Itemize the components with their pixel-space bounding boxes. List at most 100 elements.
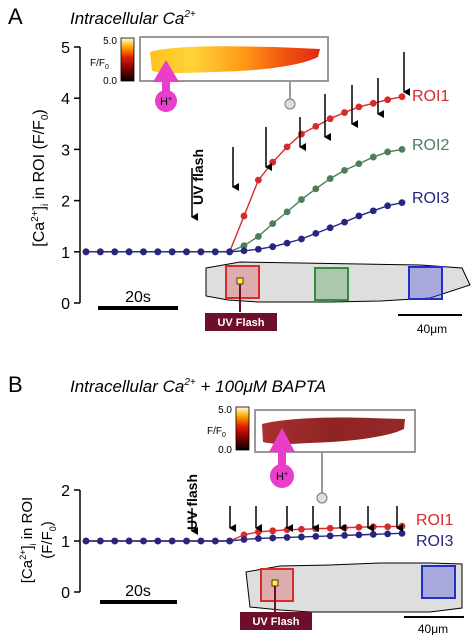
panel-a-proton-label: H+ bbox=[160, 96, 172, 108]
panel-b-plot: ROI1 ROI3 bbox=[82, 506, 453, 550]
data-point-roi3 bbox=[369, 207, 377, 215]
panel-b-y-axis-label-line1: [Ca2+]i in ROI bbox=[18, 497, 38, 583]
panel-a-inset: 5.0 0.0 F/F0 H+ bbox=[90, 36, 329, 112]
panel-a-title: Intracellular Ca2+ bbox=[70, 9, 196, 28]
panel-b-proton-label: H+ bbox=[276, 471, 288, 483]
panel-b-colorbar-label: F/F0 bbox=[207, 426, 226, 439]
data-point-roi1 bbox=[240, 212, 248, 220]
proton-bubble-icon bbox=[270, 464, 294, 488]
y-tick-label: 3 bbox=[61, 142, 70, 159]
data-point-roi2 bbox=[398, 146, 406, 153]
y-tick-label: 0 bbox=[61, 296, 70, 313]
data-point-roi1 bbox=[254, 528, 262, 536]
series-label-roi1: ROI1 bbox=[412, 88, 449, 105]
data-point-roi3 bbox=[125, 537, 133, 545]
data-point-roi3 bbox=[355, 212, 363, 220]
panel-b: B Intracellular Ca2+ + 100μM BAPTA [Ca2+… bbox=[8, 372, 464, 635]
y-tick-label: 1 bbox=[61, 245, 70, 262]
data-point-roi3 bbox=[254, 245, 262, 253]
panel-a-space-scalebar-label: 40μm bbox=[417, 322, 447, 336]
data-point-roi3 bbox=[96, 537, 104, 545]
data-point-roi1 bbox=[298, 525, 305, 533]
data-point-roi1 bbox=[369, 99, 377, 107]
data-point-roi3 bbox=[183, 248, 190, 256]
panel-a-cell-diagram: UV Flash bbox=[205, 261, 471, 331]
data-point-roi3 bbox=[369, 530, 377, 538]
panel-b-space-scalebar-label: 40μm bbox=[418, 622, 448, 635]
y-tick-label: 1 bbox=[61, 534, 70, 551]
panel-a-colorbar-max: 5.0 bbox=[103, 36, 117, 47]
panel-b-cell-outline bbox=[245, 562, 463, 613]
data-point-roi3 bbox=[240, 536, 248, 543]
data-point-roi3 bbox=[140, 248, 147, 256]
data-point-roi3 bbox=[384, 202, 392, 210]
panel-b-inset: 5.0 0.0 F/F0 H+ bbox=[207, 405, 416, 504]
data-point-roi2 bbox=[341, 166, 348, 174]
panel-b-title: Intracellular Ca2+ + 100μM BAPTA bbox=[70, 377, 326, 396]
data-point-roi2 bbox=[254, 233, 262, 240]
data-point-roi3 bbox=[140, 537, 147, 545]
panel-a-uv-flash-label: UV flash bbox=[190, 149, 206, 205]
y-tick-label: 4 bbox=[61, 91, 70, 108]
panel-a-y-axis: 0 1 2 3 4 5 bbox=[61, 40, 81, 313]
data-point-roi3 bbox=[341, 218, 348, 226]
panel-b-colorbar-max: 5.0 bbox=[218, 405, 232, 416]
series-label-roi1: ROI1 bbox=[416, 512, 453, 529]
panel-a-plot: ROI1 ROI2 ROI3 bbox=[82, 52, 449, 256]
uv-spot bbox=[236, 277, 244, 285]
roi2-box bbox=[314, 267, 349, 301]
panel-b-time-scalebar-label: 20s bbox=[125, 583, 151, 600]
data-point-roi2 bbox=[355, 160, 363, 168]
data-point-roi3 bbox=[226, 248, 234, 256]
data-point-roi3 bbox=[283, 534, 291, 541]
panel-b-callout-dot bbox=[316, 492, 328, 504]
data-point-roi3 bbox=[240, 247, 248, 255]
data-point-roi3 bbox=[96, 248, 104, 256]
data-point-roi3 bbox=[211, 537, 219, 545]
data-point-roi3 bbox=[226, 537, 234, 545]
data-point-roi1 bbox=[283, 143, 291, 151]
panel-a-y-axis-label: [Ca2+]i in ROI (F/F0) bbox=[30, 109, 51, 246]
panel-a-letter: A bbox=[8, 4, 23, 29]
y-tick-label: 2 bbox=[61, 194, 70, 211]
data-point-roi3 bbox=[298, 235, 305, 243]
series-label-roi3: ROI3 bbox=[412, 190, 449, 207]
roi3-box bbox=[408, 266, 443, 300]
panel-a-cell-image bbox=[150, 46, 320, 73]
y-tick-label: 5 bbox=[61, 40, 70, 57]
data-point-roi3 bbox=[398, 529, 406, 537]
data-point-roi2 bbox=[269, 220, 277, 228]
data-point-roi2 bbox=[298, 196, 305, 203]
data-point-roi1 bbox=[398, 522, 406, 530]
data-point-roi2 bbox=[283, 208, 291, 216]
data-point-roi1 bbox=[341, 524, 348, 532]
data-point-roi1 bbox=[312, 122, 320, 130]
data-point-roi3 bbox=[197, 248, 205, 256]
data-point-roi2 bbox=[369, 153, 377, 161]
proton-bubble-icon bbox=[155, 90, 177, 112]
panel-b-y-axis: 0 1 2 bbox=[61, 483, 81, 602]
data-point-roi1 bbox=[341, 109, 348, 116]
data-point-roi3 bbox=[211, 248, 219, 256]
data-point-roi3 bbox=[298, 533, 305, 541]
data-point-roi3 bbox=[154, 248, 162, 256]
data-point-roi3 bbox=[384, 530, 392, 538]
series-line-roi1 bbox=[86, 95, 403, 253]
data-point-roi3 bbox=[269, 243, 277, 251]
data-point-roi1 bbox=[269, 527, 277, 535]
data-point-roi2 bbox=[240, 242, 248, 250]
data-point-roi3 bbox=[82, 537, 90, 545]
panel-b-uv-flash-box-label: UV Flash bbox=[252, 616, 299, 628]
data-point-roi1 bbox=[384, 96, 392, 104]
panel-a-callout-dot bbox=[284, 98, 296, 110]
data-point-roi3 bbox=[168, 537, 176, 545]
panel-b-cell-image bbox=[262, 417, 405, 444]
data-point-roi1 bbox=[298, 130, 305, 138]
series-line-roi2 bbox=[86, 148, 403, 253]
data-point-roi2 bbox=[326, 175, 334, 182]
data-point-roi3 bbox=[312, 229, 320, 237]
data-point-roi3 bbox=[183, 537, 190, 545]
panel-b-letter: B bbox=[8, 372, 23, 397]
panel-a-uv-flash-box bbox=[205, 313, 277, 331]
